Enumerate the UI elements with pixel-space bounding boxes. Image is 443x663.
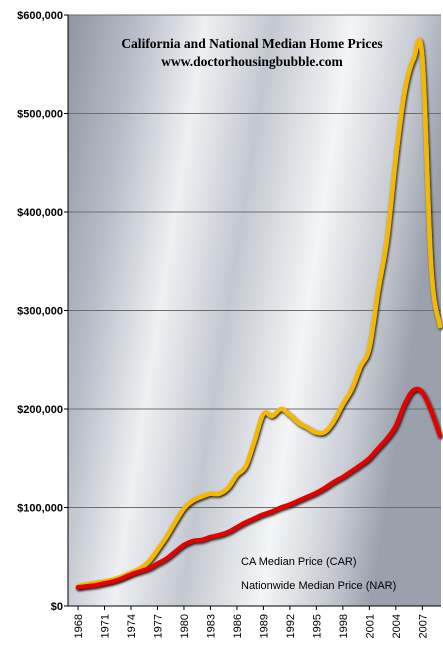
axes: [67, 15, 441, 607]
series-line-1: [75, 37, 443, 589]
x-tick-label: 1974: [126, 614, 138, 638]
x-tick-label: 1995: [311, 614, 323, 638]
series-line-2: [75, 386, 443, 590]
x-tick-label: 2004: [391, 614, 403, 638]
y-tick-label: $500,000: [17, 109, 63, 121]
y-tick-labels: $0 $100,000 $200,000 $300,000 $400,000 $500,0…: [17, 10, 63, 613]
x-tick-label: 1971: [99, 614, 111, 638]
legend-label: CA Median Price (CAR): [241, 556, 357, 568]
chart-title: California and National Median Home Pric…: [121, 36, 382, 51]
y-tick-label: $200,000: [17, 404, 63, 416]
x-tick-labels: 1968 1971 1974 1977 1980 1983 1986 1989 1992 1995…: [73, 606, 429, 638]
x-tick-label: 1989: [258, 614, 270, 638]
y-tick-label: $600,000: [17, 10, 63, 22]
y-tick-label: $100,000: [17, 503, 63, 515]
x-tick-label: 1980: [179, 614, 191, 638]
series-lines: [75, 37, 443, 590]
grid-lines: [64, 14, 441, 607]
legend-label: Nationwide Median Price (NAR): [241, 580, 396, 592]
x-tick-label: 1968: [73, 614, 85, 638]
x-tick-label: 1986: [232, 614, 244, 638]
x-tick-label: 2001: [364, 614, 376, 638]
legend: CA Median Price (CAR) Nationwide Median P…: [208, 556, 396, 592]
x-tick-label: 1977: [152, 614, 164, 638]
x-tick-label: 1998: [338, 614, 350, 638]
x-tick-label: 1983: [205, 614, 217, 638]
x-tick-label: 1992: [285, 614, 297, 638]
y-tick-label: $0: [51, 601, 63, 613]
x-tick-label: 2007: [417, 614, 429, 638]
chart-subtitle: www.doctorhousingbubble.com: [161, 54, 343, 69]
y-tick-label: $400,000: [17, 207, 63, 219]
y-tick-label: $300,000: [17, 306, 63, 318]
